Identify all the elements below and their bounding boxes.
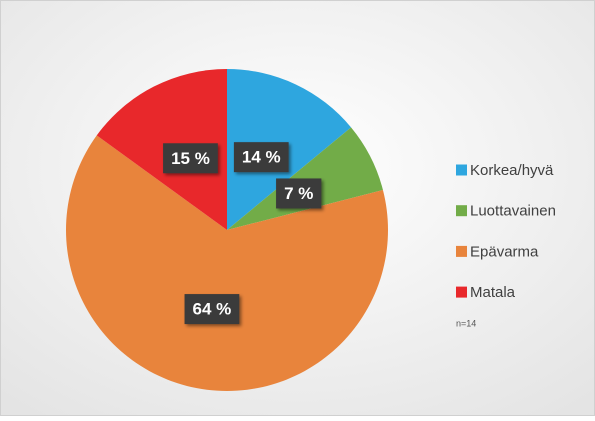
pie-slice	[227, 69, 352, 230]
data-label-text: 64 %	[193, 300, 232, 319]
legend-label: Epävarma	[470, 243, 539, 260]
data-label-text: 14 %	[242, 148, 281, 167]
annotation: n=14	[456, 318, 476, 328]
legend-label: Korkea/hyvä	[470, 162, 554, 179]
data-label: 64 %	[184, 294, 240, 325]
data-label-text: 15 %	[171, 149, 210, 168]
legend-swatch	[456, 245, 467, 257]
pie-slice	[66, 135, 389, 391]
data-label-box	[163, 143, 218, 174]
data-label-box	[184, 294, 240, 325]
legend-label: Matala	[470, 284, 516, 301]
legend-swatch	[456, 164, 467, 176]
data-label-box	[233, 142, 289, 173]
legend-swatch	[456, 286, 467, 298]
legend-label: Luottavainen	[470, 203, 556, 220]
data-label: 14 %	[233, 142, 289, 173]
data-label: 15 %	[163, 143, 218, 174]
data-label-box	[276, 178, 322, 209]
pie-slice	[96, 69, 227, 230]
legend-swatch	[456, 205, 467, 217]
data-label-text: 7 %	[284, 184, 313, 203]
data-label: 7 %	[276, 178, 322, 209]
